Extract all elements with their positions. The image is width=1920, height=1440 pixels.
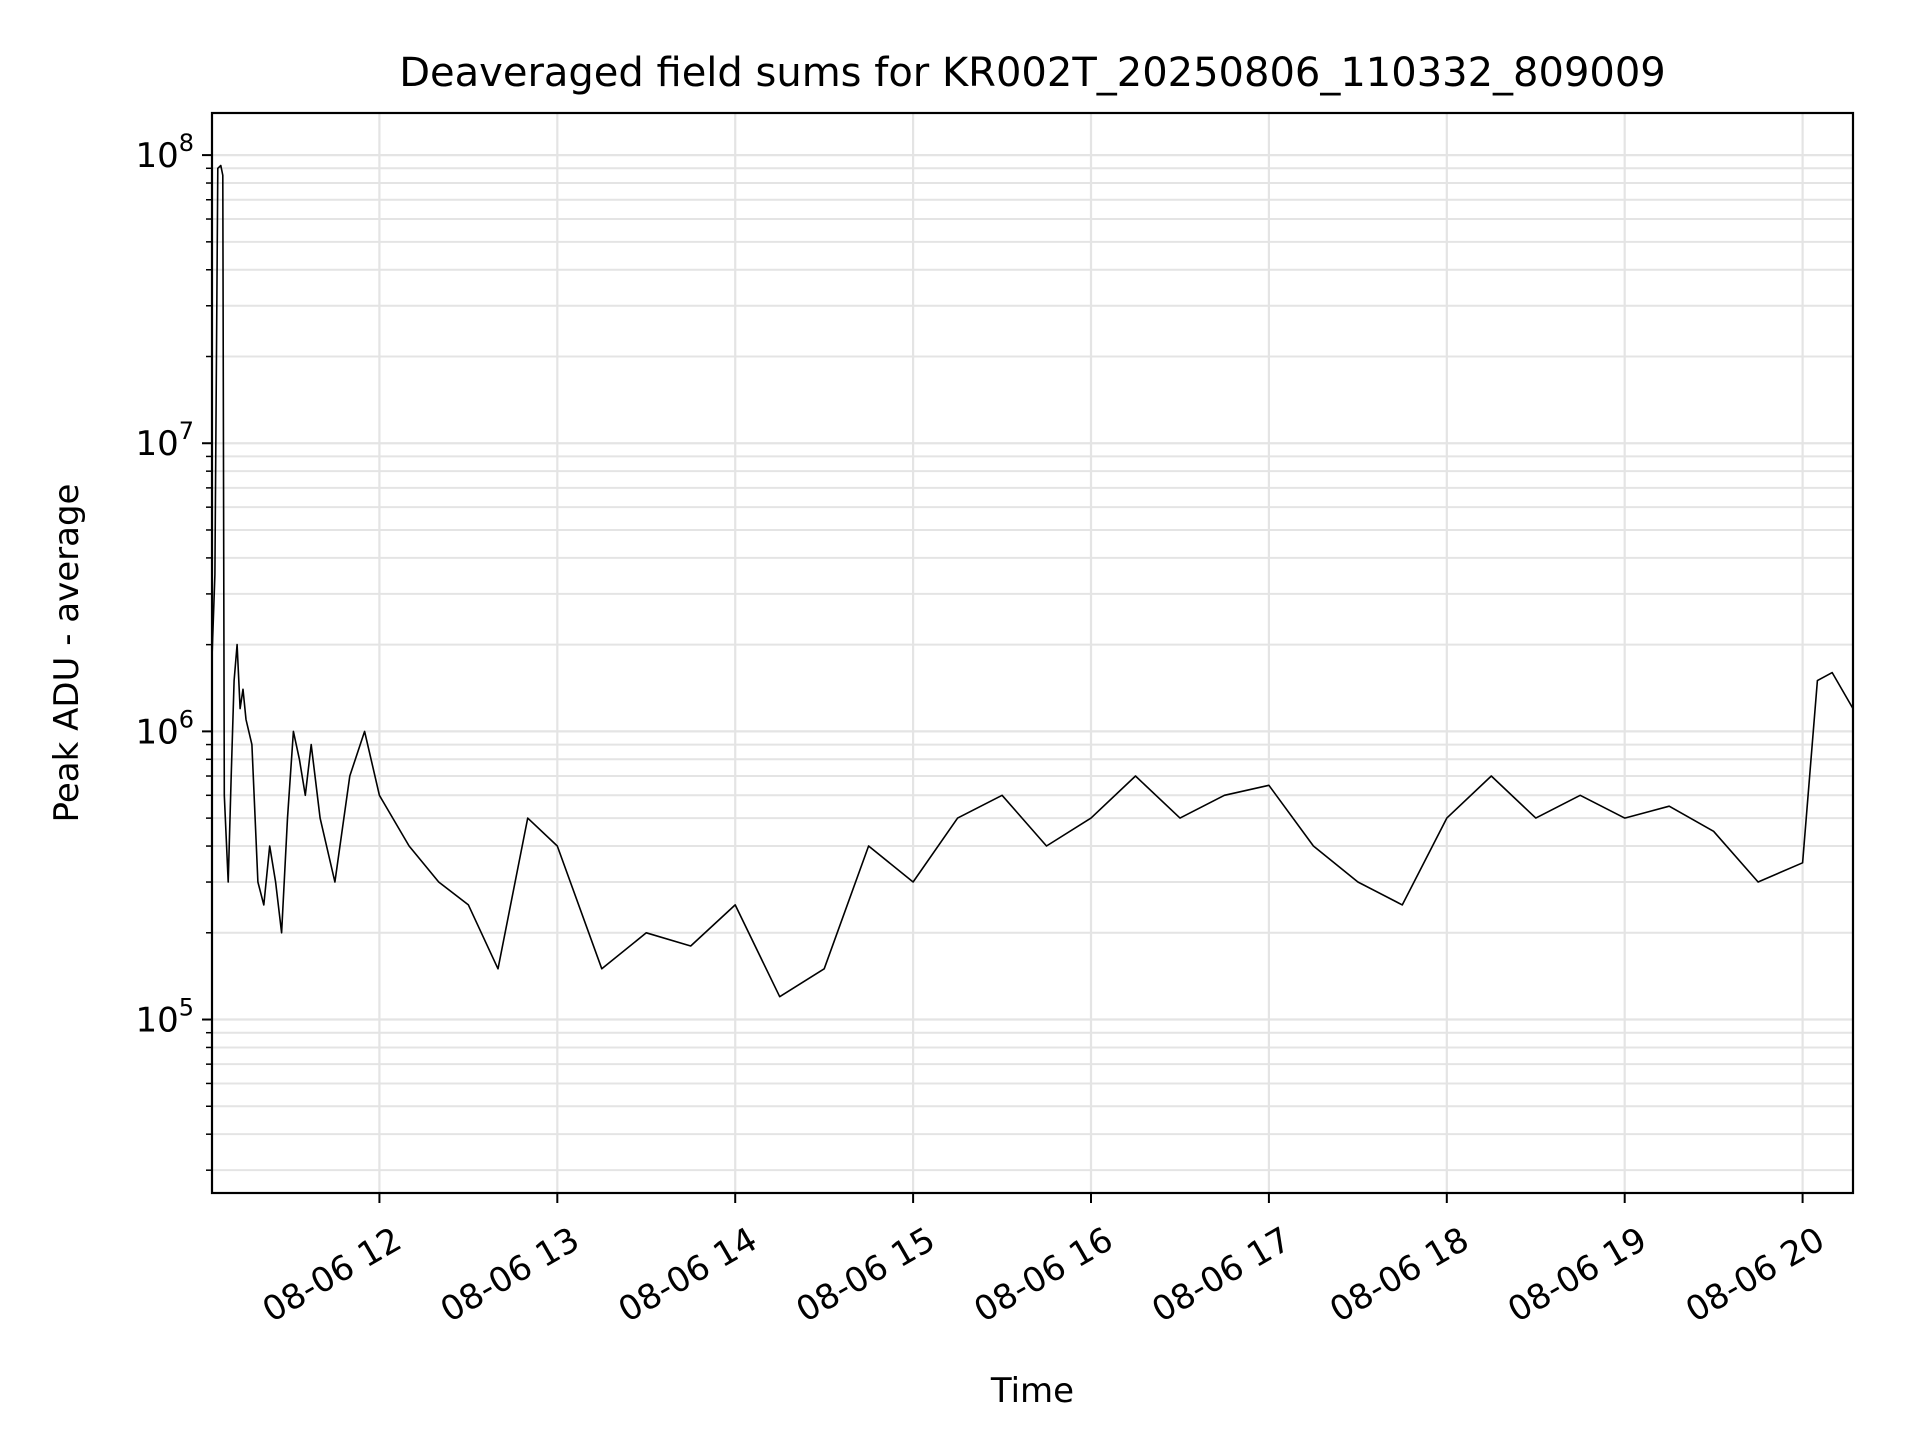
y-tick-base: 10: [135, 424, 178, 464]
y-tick-base: 10: [135, 136, 178, 176]
y-axis-label: Peak ADU - average: [47, 484, 87, 823]
grid: [212, 113, 1853, 1193]
y-tick-exponent: 8: [179, 129, 194, 157]
y-tick-label: 108: [135, 129, 194, 176]
y-tick-base: 10: [135, 712, 178, 752]
plot-area: [211, 164, 1854, 998]
chart-title: Deaveraged field sums for KR002T_2025080…: [399, 50, 1666, 96]
y-tick-exponent: 6: [179, 705, 194, 733]
y-tick-base: 10: [135, 1001, 178, 1041]
x-axis-label: Time: [990, 1371, 1074, 1411]
y-tick-exponent: 5: [179, 994, 194, 1022]
data-series-line: [211, 164, 1854, 998]
y-tick-label: 107: [135, 417, 194, 464]
y-tick-label: 105: [135, 994, 194, 1041]
plot-frame: [210, 111, 1855, 1195]
y-tick-label: 106: [135, 705, 194, 752]
y-tick-exponent: 7: [179, 417, 194, 445]
